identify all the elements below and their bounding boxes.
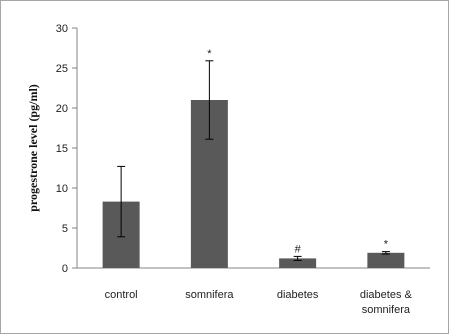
y-tick-label: 0 [62, 263, 68, 275]
y-tick-label: 25 [56, 63, 68, 75]
x-category-label: diabetes & [360, 289, 413, 301]
y-axis-title: progestrone level (pg/ml) [26, 84, 40, 212]
bar [279, 258, 317, 268]
y-tick-label: 5 [62, 223, 68, 235]
significance-marker: # [295, 243, 302, 255]
x-category-label: diabetes [277, 289, 319, 301]
y-tick-label: 10 [56, 183, 68, 195]
x-category-label: somnifera [185, 289, 234, 301]
bar [367, 252, 405, 268]
y-tick-label: 30 [56, 23, 68, 35]
y-tick-label: 20 [56, 103, 68, 115]
labels: 0 5 10 15 20 25 30 progestrone level (pg/ml) con… [26, 23, 413, 316]
x-category-label: control [105, 289, 138, 301]
significance-marker: * [384, 239, 389, 251]
x-category-label: somnifera [362, 304, 411, 316]
y-tick-label: 15 [56, 143, 68, 155]
significance-marker: * [207, 48, 212, 60]
bars [102, 60, 405, 268]
